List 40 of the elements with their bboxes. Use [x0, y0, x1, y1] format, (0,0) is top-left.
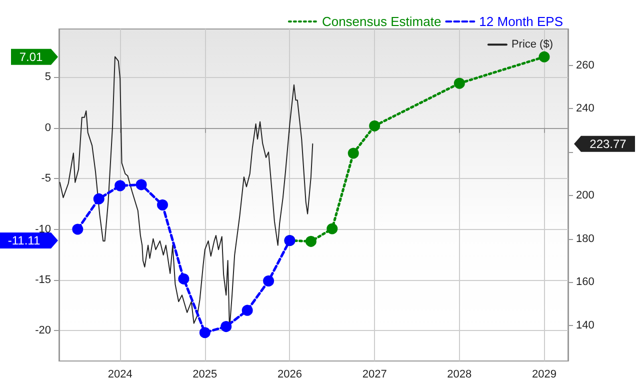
x-tick-label: 2024: [108, 368, 132, 380]
text: 223.77: [590, 136, 627, 151]
y-tick-label: -5: [41, 172, 51, 185]
y-tick-label: 0: [44, 122, 51, 134]
y-tick-label: -10: [35, 223, 51, 236]
point: [72, 224, 84, 235]
y2-tick-label: 160: [576, 276, 594, 288]
point: [199, 327, 210, 338]
point: [178, 273, 190, 284]
legend-label: Consensus Estimate: [322, 14, 442, 29]
text: -11.11: [8, 234, 40, 248]
point: [263, 275, 274, 286]
x-tick-label: 2027: [362, 368, 387, 380]
point: [114, 180, 126, 192]
legend-label: 12 Month EPS: [479, 14, 564, 29]
y-tick-label: -20: [35, 324, 51, 337]
legend-label: Price ($): [511, 38, 553, 51]
point: [305, 236, 316, 247]
y2-tick-label: 240: [576, 102, 594, 115]
x-tick-label: 2026: [278, 368, 302, 380]
point: [136, 179, 147, 190]
y-tick-label: 5: [44, 71, 51, 84]
x-tick-label: 2028: [447, 368, 472, 380]
point: [348, 148, 359, 159]
y2-tick-label: 140: [576, 319, 594, 332]
x-tick-label: 2029: [532, 368, 556, 380]
y2-tick-label: 260: [576, 59, 594, 72]
point: [538, 51, 550, 62]
point: [454, 78, 465, 89]
point: [369, 120, 380, 132]
point: [242, 304, 253, 316]
y2-tick-label: 200: [576, 189, 594, 202]
point: [326, 223, 338, 234]
x-tick-label: 2025: [192, 368, 218, 380]
point: [220, 321, 232, 332]
text: 7.01: [19, 50, 43, 64]
point: [93, 193, 104, 204]
point: [157, 199, 168, 210]
y2-tick-label: 180: [576, 232, 594, 245]
y-tick-label: -15: [35, 274, 51, 286]
